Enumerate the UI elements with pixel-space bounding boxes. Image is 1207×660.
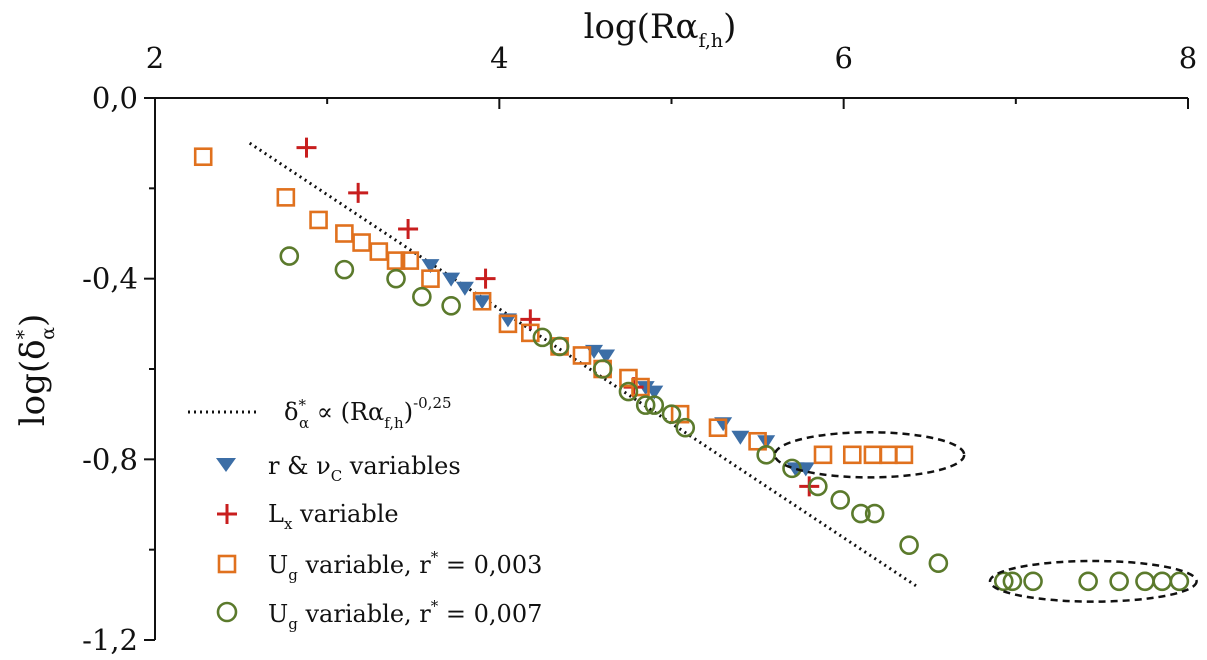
- dashed-ellipse-1: [988, 559, 1198, 603]
- legend-triangle-icon: [216, 458, 236, 472]
- circle-marker: [661, 404, 682, 424]
- circle-marker: [618, 381, 639, 402]
- square-marker: [309, 210, 328, 230]
- square-marker: [813, 445, 833, 465]
- circle-marker: [782, 458, 802, 479]
- circle-marker: [1002, 571, 1023, 592]
- square-marker: [352, 233, 371, 252]
- circle-marker: [644, 395, 665, 415]
- circle-marker: [532, 327, 553, 348]
- fit-line: [248, 141, 917, 588]
- triangle-marker: [731, 430, 750, 445]
- legend-ug-003-label: Ug variable, r* = 0,003: [268, 548, 542, 584]
- square-marker: [335, 224, 354, 243]
- square-marker: [863, 445, 883, 465]
- circle-marker: [1078, 571, 1098, 592]
- circle-marker: [830, 490, 851, 510]
- x-axis-title: log(Rαf,h): [584, 7, 737, 52]
- square-marker: [631, 377, 650, 397]
- square-marker: [369, 242, 389, 261]
- x-tick-label: 4: [490, 41, 508, 75]
- x-tick-label: 6: [834, 41, 852, 75]
- circle-marker: [279, 246, 300, 266]
- y-tick-label: 0,0: [92, 81, 138, 115]
- circle-marker: [993, 571, 1014, 592]
- square-marker: [400, 251, 420, 270]
- series-3: [279, 246, 1190, 592]
- triangle-marker: [636, 381, 655, 396]
- series-2: [193, 147, 914, 465]
- circle-marker: [334, 259, 355, 280]
- circle-marker: [808, 476, 828, 497]
- circle-marker: [386, 268, 406, 289]
- plus-marker: [398, 218, 419, 239]
- circle-marker: [635, 395, 656, 415]
- fit-line-layer: [248, 141, 917, 588]
- circle-marker: [851, 503, 871, 524]
- square-marker: [842, 445, 862, 465]
- circle-marker: [675, 417, 696, 438]
- legend-ug-007-label: Ug variable, r* = 0,007: [268, 597, 542, 633]
- legend-plus-icon: [217, 504, 237, 524]
- y-tick-label: -0,8: [82, 442, 138, 476]
- triangle-marker: [473, 295, 492, 310]
- circle-marker: [1109, 571, 1129, 592]
- square-marker: [498, 314, 518, 334]
- legend-item-r-nu: r & νC variables: [216, 452, 461, 485]
- series-0: [421, 259, 815, 477]
- square-marker: [572, 346, 592, 365]
- square-marker: [472, 291, 492, 311]
- square-marker: [193, 147, 213, 167]
- legend-circle-icon: [216, 601, 238, 623]
- circle-marker: [1135, 571, 1155, 592]
- circle-marker: [412, 286, 432, 307]
- circle-marker: [1152, 571, 1172, 592]
- x-tick-label: 8: [1179, 41, 1197, 75]
- legend-item-lx: Lx variable: [217, 500, 399, 533]
- circle-marker: [899, 535, 919, 555]
- circle-marker: [756, 445, 776, 465]
- square-marker: [521, 323, 540, 343]
- legend-fit-label: δ* α ∝ (Rαf,h)-0,25: [284, 394, 452, 432]
- legend-square-icon: [217, 554, 237, 574]
- plus-marker: [296, 137, 317, 158]
- square-marker: [894, 445, 914, 465]
- dashed-ellipse-0: [773, 430, 966, 479]
- square-marker: [708, 418, 728, 438]
- legend-r-nu-label: r & νC variables: [268, 452, 461, 485]
- annotation-layer: [773, 430, 1198, 603]
- square-marker: [879, 445, 898, 465]
- legend-item-ug-007: Ug variable, r* = 0,007: [216, 597, 542, 633]
- circle-marker: [441, 295, 461, 316]
- axes: 2 4 6 8 0,0 -0,4 -0,8 -1,2: [82, 41, 1197, 657]
- square-marker: [276, 188, 296, 207]
- legend: δ* α ∝ (Rαf,h)-0,25 r & νC variables Lx v…: [188, 394, 542, 633]
- triangle-marker: [421, 259, 440, 274]
- circle-marker: [1169, 571, 1190, 592]
- triangle-marker: [442, 272, 461, 287]
- triangle-marker: [597, 349, 616, 364]
- circle-marker: [549, 336, 570, 357]
- square-marker: [386, 251, 406, 270]
- plus-marker: [475, 268, 496, 289]
- square-marker: [748, 431, 767, 451]
- plus-marker: [348, 182, 369, 203]
- triangle-marker: [455, 281, 474, 296]
- y-tick-label: -0,4: [82, 262, 138, 296]
- square-marker: [421, 269, 440, 288]
- circle-marker: [592, 359, 613, 379]
- circle-marker: [864, 503, 885, 524]
- y-tick-label: -1,2: [82, 623, 138, 657]
- legend-item-fit: δ* α ∝ (Rαf,h)-0,25: [188, 394, 452, 432]
- legend-item-ug-003: Ug variable, r* = 0,003: [217, 548, 542, 584]
- data-marks: [193, 137, 1190, 592]
- x-tick-label: 2: [146, 41, 164, 75]
- y-axis-title: log(δ* α): [13, 314, 59, 426]
- circle-marker: [1023, 571, 1043, 592]
- circle-marker: [928, 553, 949, 574]
- legend-lx-label: Lx variable: [268, 500, 399, 533]
